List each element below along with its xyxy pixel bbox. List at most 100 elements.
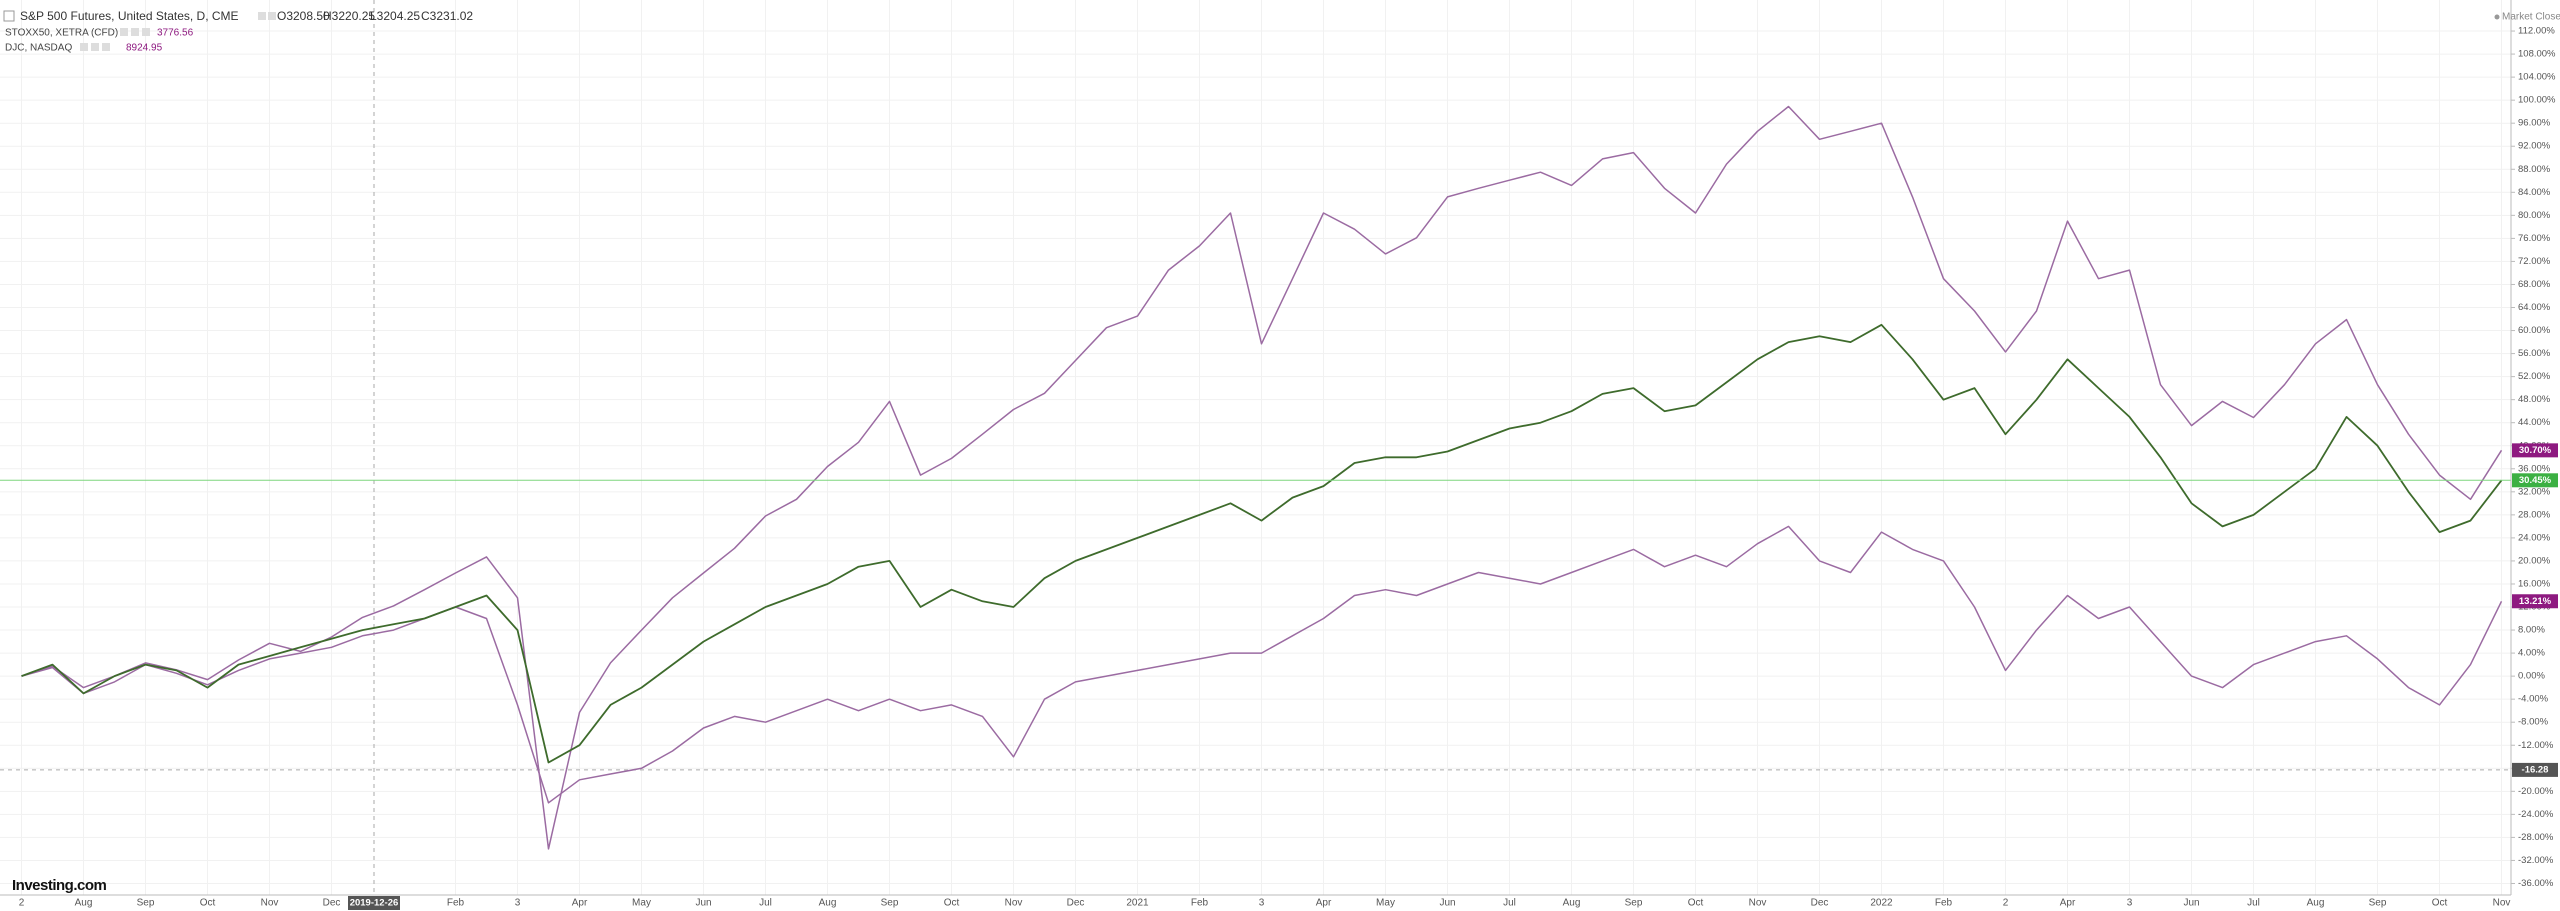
y-tick-label: 100.00%: [2518, 95, 2556, 106]
x-tick-label: 2021: [1126, 898, 1149, 909]
y-tick-label: 80.00%: [2518, 210, 2551, 221]
y-tick-label: 32.00%: [2518, 486, 2551, 497]
y-tick-label: 20.00%: [2518, 555, 2551, 566]
x-tick-label: Sep: [881, 898, 899, 909]
ohlc: O3208.50: [277, 9, 330, 23]
y-tick-label: 28.00%: [2518, 509, 2551, 520]
y-tick-label: 76.00%: [2518, 233, 2551, 244]
y-tick-label: -24.00%: [2518, 809, 2554, 820]
x-tick-label: Oct: [2432, 898, 2448, 909]
y-tick-label: 64.00%: [2518, 302, 2551, 313]
x-tick-label: Jun: [1439, 898, 1455, 909]
x-tick-label: Jun: [695, 898, 711, 909]
icon: [142, 28, 150, 36]
x-tick-label: Sep: [137, 898, 155, 909]
x-tick-label: Aug: [1563, 898, 1581, 909]
market-status: Market Closed: [2502, 12, 2560, 23]
ohlc: L3204.25: [370, 9, 420, 23]
x-tick-label: Jul: [1503, 898, 1516, 909]
icon: [102, 43, 110, 51]
y-tick-label: 52.00%: [2518, 371, 2551, 382]
y-tick-label: 68.00%: [2518, 279, 2551, 290]
y-tick-label: 36.00%: [2518, 463, 2551, 474]
icon: [120, 28, 128, 36]
x-tick-label: Jul: [759, 898, 772, 909]
logo: Investing.com: [12, 877, 107, 894]
y-tick-label: 60.00%: [2518, 325, 2551, 336]
series-value: 3776.56: [157, 28, 194, 39]
y-tick-label: 92.00%: [2518, 141, 2551, 152]
grid: [0, 0, 2511, 895]
x-tick-label: Dec: [1811, 898, 1829, 909]
x-tick-label: Feb: [1191, 898, 1209, 909]
x-tick-label: Jul: [2247, 898, 2260, 909]
icon: [268, 12, 276, 20]
series-value: 8924.95: [126, 43, 163, 54]
x-tick-label: Jun: [2183, 898, 2199, 909]
plot: [0, 0, 2511, 895]
x-tick-label: 2: [19, 898, 25, 909]
y-tick-label: 72.00%: [2518, 256, 2551, 267]
x-tick-label: May: [632, 898, 651, 909]
series-title: DJC, NASDAQ: [5, 43, 72, 54]
x-tick-label: Feb: [1935, 898, 1953, 909]
series-line: [21, 323, 2503, 764]
icon: [131, 28, 139, 36]
y-tick-label: 24.00%: [2518, 532, 2551, 543]
last-value-badge: 30.45%: [2519, 475, 2552, 486]
x-tick-label: Oct: [944, 898, 960, 909]
x-tick-label: Dec: [1067, 898, 1085, 909]
x-tick-label: Oct: [200, 898, 216, 909]
y-tick-label: 112.00%: [2518, 26, 2555, 37]
icon: [80, 43, 88, 51]
y-tick-label: -32.00%: [2518, 855, 2554, 866]
last-value-badge-bg: [2512, 443, 2558, 458]
y-tick-label: 16.00%: [2518, 578, 2551, 589]
axes: -36.00%-32.00%-28.00%-24.00%-20.00%-16.0…: [19, 26, 2558, 910]
x-tick-label: 3: [515, 898, 521, 909]
y-tick-label: 104.00%: [2518, 72, 2556, 83]
x-tick-label: Aug: [2307, 898, 2325, 909]
x-tick-label: Nov: [2493, 898, 2511, 909]
x-tick-label: Apr: [1316, 898, 1332, 909]
series-line: [21, 105, 2503, 850]
last-value-badge-bg: [2512, 594, 2558, 609]
x-tick-label: Aug: [75, 898, 93, 909]
y-tick-label: -8.00%: [2518, 717, 2549, 728]
x-tick-label: Sep: [2369, 898, 2387, 909]
ohlc: H3220.25: [323, 9, 375, 23]
icon: [258, 12, 266, 20]
x-tick-label: Nov: [261, 898, 279, 909]
y-tick-label: 84.00%: [2518, 187, 2551, 198]
last-value-badge: 13.21%: [2519, 596, 2552, 607]
x-tick-label: Apr: [2060, 898, 2076, 909]
crosshair-value-bg: [2512, 762, 2558, 777]
last-value-badge: 30.70%: [2519, 445, 2552, 456]
ohlc: C3231.02: [421, 9, 473, 23]
x-tick-label: Feb: [447, 898, 465, 909]
crosshair-date: 2019-12-26: [350, 898, 399, 909]
y-tick-label: 56.00%: [2518, 348, 2551, 359]
x-tick-label: 2022: [1870, 898, 1893, 909]
y-tick-label: 8.00%: [2518, 625, 2545, 636]
y-tick-label: -20.00%: [2518, 786, 2554, 797]
y-tick-label: -4.00%: [2518, 694, 2549, 705]
x-tick-label: 3: [1259, 898, 1265, 909]
y-tick-label: 44.00%: [2518, 417, 2551, 428]
y-tick-label: -12.00%: [2518, 740, 2554, 751]
series-title: S&P 500 Futures, United States, D, CME: [20, 9, 239, 23]
y-tick-label: -36.00%: [2518, 878, 2554, 889]
y-tick-label: -28.00%: [2518, 832, 2554, 843]
y-tick-label: 0.00%: [2518, 671, 2545, 682]
status-dot: [2494, 14, 2500, 20]
icon: [3, 10, 15, 22]
x-tick-label: 3: [2127, 898, 2133, 909]
y-tick-label: 48.00%: [2518, 394, 2551, 405]
x-tick-label: Aug: [819, 898, 837, 909]
x-tick-label: 2: [2003, 898, 2009, 909]
crosshair-value: -16.28: [2522, 764, 2549, 775]
x-tick-label: Nov: [1005, 898, 1023, 909]
x-tick-label: Apr: [572, 898, 588, 909]
